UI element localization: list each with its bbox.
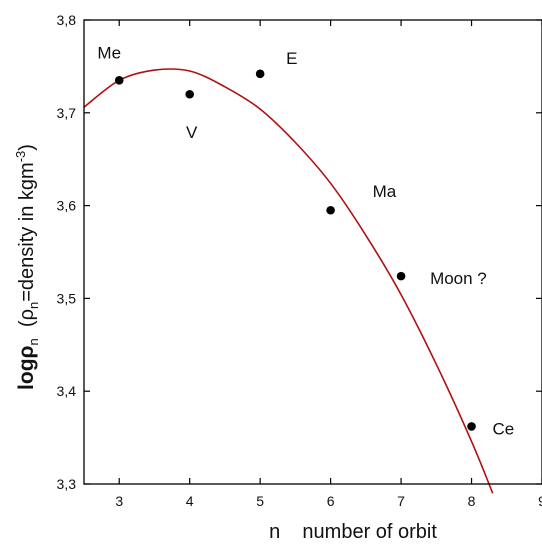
data-point-label: V (186, 123, 198, 142)
y-axis-title-subscript: n (26, 338, 41, 345)
y-tick-label: 3,7 (57, 105, 77, 121)
data-point (326, 205, 335, 215)
x-tick-label: 6 (327, 493, 335, 509)
y-axis-title-superscript: -3 (13, 151, 28, 163)
data-point (255, 69, 265, 79)
x-tick-label: 3 (115, 493, 123, 509)
y-axis-title-rho2: ρ (16, 309, 38, 320)
plot-frame (83, 19, 542, 485)
y-axis-title-description: =density in kgm (16, 162, 38, 302)
data-point-label: Ma (373, 182, 397, 201)
data-point (467, 422, 476, 431)
x-tick-label: 9 (538, 493, 542, 509)
ticks-layer: 3 4 5 6 7 8 9 3,3 3,4 3,5 3,6 3,7 3,8 (57, 12, 542, 509)
data-point (185, 89, 194, 99)
y-axis-title-prefix: log (15, 358, 38, 390)
y-tick-label: 3,8 (57, 12, 77, 28)
x-tick-label: 7 (397, 493, 405, 509)
y-tick-label: 3,4 (57, 383, 77, 399)
data-point-label: E (286, 49, 297, 68)
y-tick-label: 3,6 (57, 198, 77, 214)
x-tick-label: 5 (256, 493, 264, 509)
y-axis-title-paren-open: ( (16, 320, 38, 338)
fit-curve (83, 68, 494, 494)
data-point (396, 271, 406, 281)
y-axis-title-rho: ρ (15, 345, 38, 358)
data-point (114, 76, 124, 85)
fit-curve-layer (83, 68, 494, 494)
x-axis-title: n number of orbit (269, 521, 437, 543)
data-points-layer: Me V E Ma Moon ? Ce (97, 43, 514, 438)
y-axis-title: logρn (ρn=density in kgm-3) (13, 144, 41, 390)
x-tick-label: 4 (186, 493, 194, 509)
y-tick-label: 3,5 (57, 290, 77, 306)
y-axis-title-subscript2: n (26, 302, 41, 309)
y-axis-title-paren-close: ) (16, 144, 38, 151)
data-point-label: Me (97, 43, 121, 62)
y-tick-label: 3,3 (57, 476, 77, 492)
data-point-label: Moon ? (430, 269, 487, 288)
x-tick-label: 8 (468, 493, 476, 509)
data-point-label: Ce (493, 419, 515, 438)
